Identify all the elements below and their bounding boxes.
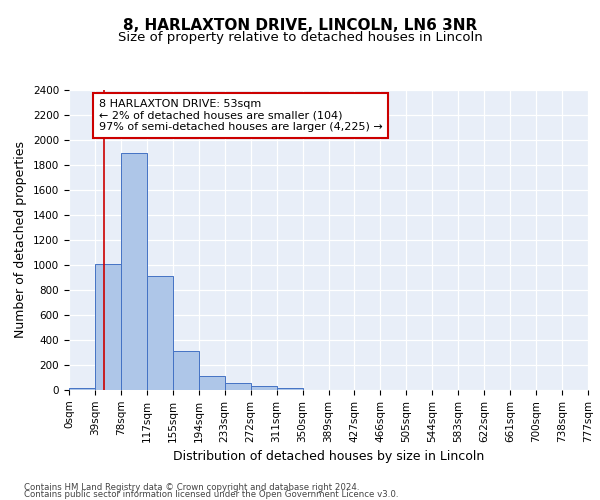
- Bar: [69, 388, 95, 390]
- X-axis label: Distribution of detached houses by size in Lincoln: Distribution of detached houses by size …: [173, 450, 484, 463]
- Y-axis label: Number of detached properties: Number of detached properties: [14, 142, 28, 338]
- Bar: [95, 264, 121, 390]
- Bar: [199, 376, 224, 390]
- Bar: [277, 388, 302, 390]
- Bar: [121, 152, 147, 390]
- Bar: [147, 276, 173, 390]
- Text: 8, HARLAXTON DRIVE, LINCOLN, LN6 3NR: 8, HARLAXTON DRIVE, LINCOLN, LN6 3NR: [123, 18, 477, 32]
- Bar: [251, 386, 277, 390]
- Bar: [173, 350, 199, 390]
- Text: Contains HM Land Registry data © Crown copyright and database right 2024.: Contains HM Land Registry data © Crown c…: [24, 484, 359, 492]
- Bar: [225, 383, 251, 390]
- Text: Size of property relative to detached houses in Lincoln: Size of property relative to detached ho…: [118, 31, 482, 44]
- Text: 8 HARLAXTON DRIVE: 53sqm
← 2% of detached houses are smaller (104)
97% of semi-d: 8 HARLAXTON DRIVE: 53sqm ← 2% of detache…: [99, 99, 383, 132]
- Text: Contains public sector information licensed under the Open Government Licence v3: Contains public sector information licen…: [24, 490, 398, 499]
